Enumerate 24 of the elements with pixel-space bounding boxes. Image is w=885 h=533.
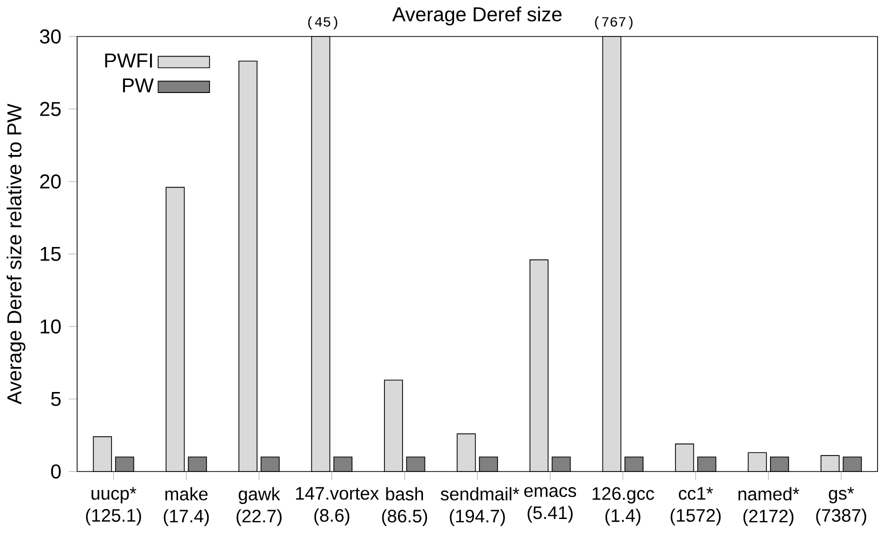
legend-label: PW [123, 78, 154, 92]
y-tick-label: 20 [40, 174, 61, 189]
y-axis-title: Average Deref size relative to PW [6, 104, 26, 404]
y-tick-label: 10 [40, 320, 61, 334]
x-tick-label: uucp* (125.1) [86, 487, 142, 526]
x-tick-label: bash (86.5) [382, 487, 428, 526]
x-tick-label: sendmail* (194.7) [440, 487, 520, 526]
text: (45) [308, 16, 338, 30]
x-tick-label: named* (2172) [738, 487, 800, 526]
y-tick-label: 25 [40, 102, 61, 116]
x-tick-label: cc1* (1572) [670, 487, 721, 526]
y-tick-label: 5 [51, 392, 61, 406]
x-tick-label: make (17.4) [164, 487, 209, 526]
x-tick-label: gawk (22.7) [236, 487, 282, 526]
y-tick-label: 0 [51, 464, 61, 479]
y-tick-label: 15 [40, 247, 61, 262]
x-tick-label: 147.vortex (8.6) [296, 487, 379, 526]
legend-label: PWFI [105, 54, 152, 68]
text: (767) [595, 16, 633, 30]
chart-title: Average Deref size [392, 6, 562, 26]
y-tick-label: 30 [40, 30, 61, 44]
x-tick-label: emacs (5.41) [524, 487, 576, 523]
x-tick-label: gs* (7387) [816, 487, 866, 526]
x-tick-label: 126.gcc (1.4) [592, 487, 654, 526]
